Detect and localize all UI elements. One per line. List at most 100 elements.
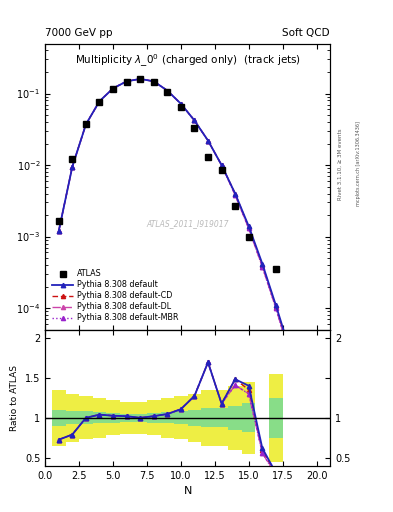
ATLAS [84, 121, 88, 127]
Bar [228, 386, 242, 450]
Pythia 8.308 default-CD [192, 117, 197, 123]
Bar [188, 410, 201, 426]
ATLAS [151, 79, 156, 85]
Pythia 8.308 default-CD [274, 304, 278, 310]
Pythia 8.308 default-CD [84, 121, 88, 127]
Bar [93, 412, 106, 423]
Pythia 8.308 default-DL [165, 88, 170, 94]
Pythia 8.308 default-DL [124, 78, 129, 84]
Pythia 8.308 default-DL [246, 225, 251, 231]
Pythia 8.308 default-CD [246, 224, 251, 230]
Pythia 8.308 default-MBR [219, 162, 224, 168]
Pythia 8.308 default-DL [84, 121, 88, 127]
Pythia 8.308 default [246, 223, 251, 229]
Text: Soft QCD: Soft QCD [283, 28, 330, 38]
Bar [147, 400, 160, 436]
Bar [133, 402, 147, 434]
Pythia 8.308 default-DL [274, 305, 278, 311]
ATLAS [138, 76, 143, 82]
Pythia 8.308 default [178, 101, 183, 107]
Pythia 8.308 default-CD [260, 262, 264, 268]
ATLAS [111, 86, 116, 92]
ATLAS [165, 89, 170, 95]
Pythia 8.308 default-CD [57, 228, 61, 234]
Bar [160, 398, 174, 438]
Bar [120, 414, 133, 422]
Pythia 8.308 default-CD [301, 395, 305, 401]
Pythia 8.308 default [70, 163, 75, 169]
Pythia 8.308 default [57, 228, 61, 234]
Bar [174, 412, 188, 424]
Bar [242, 382, 255, 454]
Bar [133, 414, 147, 422]
ATLAS [206, 154, 210, 160]
Pythia 8.308 default [111, 86, 116, 92]
Pythia 8.308 default-DL [206, 138, 210, 144]
Pythia 8.308 default [97, 98, 102, 104]
ATLAS [219, 167, 224, 173]
ATLAS [57, 218, 61, 224]
Pythia 8.308 default-DL [192, 117, 197, 123]
Pythia 8.308 default [206, 138, 210, 144]
Pythia 8.308 default-DL [151, 78, 156, 84]
Pythia 8.308 default-CD [314, 445, 319, 451]
Pythia 8.308 default [124, 78, 129, 84]
Pythia 8.308 default-CD [124, 78, 129, 84]
Line: Pythia 8.308 default-MBR: Pythia 8.308 default-MBR [57, 77, 319, 453]
Pythia 8.308 default-MBR [70, 163, 75, 169]
Pythia 8.308 default [260, 261, 264, 267]
ATLAS [97, 99, 102, 105]
Bar [269, 398, 283, 438]
ATLAS [246, 233, 251, 240]
Pythia 8.308 default-DL [97, 98, 102, 104]
Line: ATLAS: ATLAS [56, 76, 279, 272]
Bar [201, 408, 215, 428]
Pythia 8.308 default-CD [70, 163, 75, 169]
Legend: ATLAS, Pythia 8.308 default, Pythia 8.308 default-CD, Pythia 8.308 default-DL, P: ATLAS, Pythia 8.308 default, Pythia 8.30… [49, 266, 181, 326]
ATLAS [124, 79, 129, 85]
Pythia 8.308 default-MBR [233, 192, 237, 198]
Pythia 8.308 default [84, 121, 88, 127]
Pythia 8.308 default-DL [219, 162, 224, 168]
Bar [79, 396, 93, 439]
Bar [242, 403, 255, 432]
Pythia 8.308 default-DL [70, 163, 75, 169]
Bar [93, 398, 106, 438]
Pythia 8.308 default [219, 162, 224, 168]
Y-axis label: Ratio to ATLAS: Ratio to ATLAS [10, 365, 19, 431]
Bar [215, 408, 228, 428]
Pythia 8.308 default [233, 190, 237, 197]
Line: Pythia 8.308 default-DL: Pythia 8.308 default-DL [57, 77, 319, 453]
Pythia 8.308 default-MBR [287, 351, 292, 357]
Pythia 8.308 default-DL [111, 86, 116, 92]
Pythia 8.308 default-CD [111, 86, 116, 92]
Pythia 8.308 default-MBR [57, 228, 61, 234]
Bar [215, 390, 228, 446]
Pythia 8.308 default-CD [233, 190, 237, 197]
Bar [66, 412, 79, 424]
Pythia 8.308 default-DL [138, 76, 143, 82]
Line: Pythia 8.308 default: Pythia 8.308 default [57, 77, 319, 445]
Pythia 8.308 default-CD [287, 348, 292, 354]
Pythia 8.308 default-CD [97, 98, 102, 104]
Bar [174, 396, 188, 439]
Pythia 8.308 default [301, 393, 305, 399]
Pythia 8.308 default-MBR [246, 225, 251, 231]
Bar [120, 402, 133, 434]
Bar [160, 412, 174, 423]
Bar [269, 374, 283, 462]
ATLAS [178, 104, 183, 110]
Pythia 8.308 default [165, 88, 170, 94]
Pythia 8.308 default-DL [57, 228, 61, 234]
ATLAS [70, 156, 75, 162]
Pythia 8.308 default-DL [178, 101, 183, 107]
Pythia 8.308 default-MBR [151, 78, 156, 84]
Line: Pythia 8.308 default-CD: Pythia 8.308 default-CD [57, 77, 319, 451]
Pythia 8.308 default-MBR [206, 138, 210, 144]
Pythia 8.308 default-CD [178, 101, 183, 107]
Pythia 8.308 default [192, 117, 197, 123]
ATLAS [233, 203, 237, 209]
Pythia 8.308 default [151, 78, 156, 84]
Pythia 8.308 default [274, 302, 278, 308]
ATLAS [192, 125, 197, 131]
